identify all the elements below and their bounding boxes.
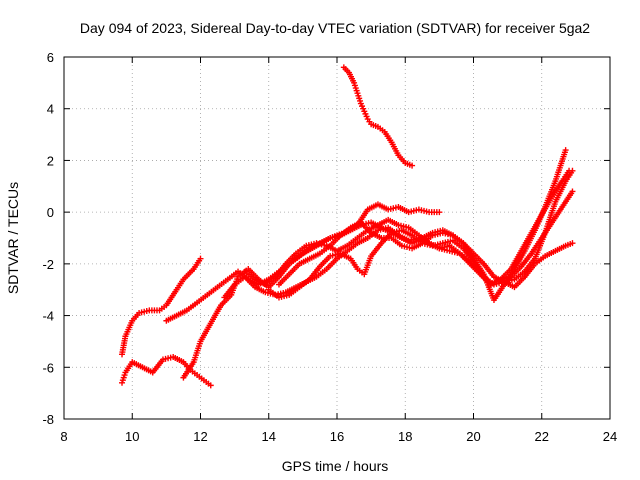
x-tick-label: 16 — [330, 429, 344, 444]
x-tick-label: 8 — [60, 429, 67, 444]
x-tick-label: 24 — [603, 429, 617, 444]
y-tick-label: 2 — [47, 153, 54, 168]
data-point — [569, 167, 576, 174]
data-point — [562, 147, 569, 154]
series-arc-9 — [340, 64, 416, 169]
y-tick-label: -2 — [42, 257, 54, 272]
x-tick-label: 14 — [262, 429, 276, 444]
y-tick-label: -4 — [42, 309, 54, 324]
x-tick-label: 10 — [125, 429, 139, 444]
x-tick-label: 12 — [193, 429, 207, 444]
y-axis-label: SDTVAR / TECUs — [5, 182, 21, 294]
data-point — [569, 240, 576, 247]
y-tick-label: 6 — [47, 50, 54, 65]
x-tick-label: 22 — [535, 429, 549, 444]
y-tick-label: -6 — [42, 360, 54, 375]
series-arc-8 — [265, 167, 576, 301]
data-point — [409, 162, 416, 169]
data-point — [207, 382, 214, 389]
y-tick-label: -8 — [42, 412, 54, 427]
data-point — [569, 188, 576, 195]
y-tick-label: 4 — [47, 102, 54, 117]
data-marks — [119, 64, 576, 389]
data-point — [436, 209, 443, 216]
y-tick-label: 0 — [47, 205, 54, 220]
x-tick-label: 18 — [398, 429, 412, 444]
x-axis-label: GPS time / hours — [282, 458, 389, 474]
x-tick-label: 20 — [466, 429, 480, 444]
plot-border — [63, 56, 611, 420]
chart-title: Day 094 of 2023, Sidereal Day-to-day VTE… — [80, 20, 590, 36]
data-point — [197, 255, 204, 262]
series-arc-1 — [119, 255, 204, 358]
